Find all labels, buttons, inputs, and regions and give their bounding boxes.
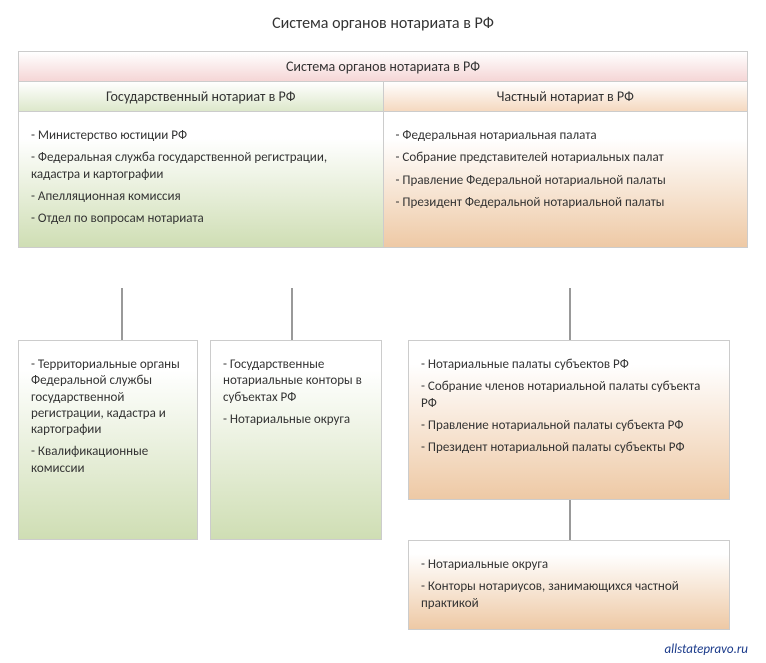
page-title: Система органов нотариата в РФ	[18, 14, 748, 33]
gov-sub-box-right: - Государственные нотариальные конторы в…	[210, 340, 382, 540]
footer-attribution: allstatepravo.ru	[664, 642, 748, 657]
priv-item: - Федеральная нотариальная палата	[396, 128, 736, 144]
box-item: - Квалификационные комиссии	[31, 444, 185, 477]
priv-header: Частный нотариат в РФ	[384, 82, 749, 112]
gov-body: - Министерство юстиции РФ - Федеральная …	[18, 112, 384, 248]
gov-item: - Отдел по вопросам нотариата	[31, 211, 371, 227]
priv-bottom-box: - Нотариальные округа - Конторы нотариус…	[408, 540, 730, 630]
gov-item: - Апелляционная комиссия	[31, 189, 371, 205]
box-item: - Конторы нотариусов, занимающихся частн…	[421, 579, 717, 612]
diagram-container: Система органов нотариата в РФ Система о…	[0, 0, 766, 663]
box-item: - Государственные нотариальные конторы в…	[223, 357, 369, 406]
box-item: - Собрание членов нотариальной палаты су…	[421, 379, 717, 412]
priv-body: - Федеральная нотариальная палата - Собр…	[384, 112, 749, 248]
gov-header: Государственный нотариат в РФ	[18, 82, 384, 112]
box-item: - Нотариальные округа	[223, 412, 369, 428]
priv-item: - Президент Федеральной нотариальной пал…	[396, 195, 736, 211]
connector-line	[568, 500, 572, 542]
priv-item: - Правление Федеральной нотариальной пал…	[396, 173, 736, 189]
gov-item: - Министерство юстиции РФ	[31, 128, 371, 144]
priv-item: - Собрание представителей нотариальных п…	[396, 150, 736, 166]
column-headers: Государственный нотариат в РФ Частный но…	[18, 82, 748, 112]
box-item: - Нотариальные округа	[421, 557, 717, 573]
connector-line	[568, 288, 572, 342]
connector-line	[290, 288, 294, 342]
column-bodies: - Министерство юстиции РФ - Федеральная …	[18, 112, 748, 248]
box-item: - Правление нотариальной палаты субъекта…	[421, 418, 717, 434]
box-item: - Территориальные органы Федеральной слу…	[31, 357, 185, 438]
top-table-header: Система органов нотариата в РФ	[18, 51, 748, 82]
gov-item: - Федеральная служба государственной рег…	[31, 150, 371, 183]
priv-sub-box: - Нотариальные палаты субъектов РФ - Соб…	[408, 340, 730, 500]
gov-sub-box-left: - Территориальные органы Федеральной слу…	[18, 340, 198, 540]
box-item: - Президент нотариальной палаты субъекты…	[421, 440, 717, 456]
connector-line	[120, 288, 124, 342]
box-item: - Нотариальные палаты субъектов РФ	[421, 357, 717, 373]
